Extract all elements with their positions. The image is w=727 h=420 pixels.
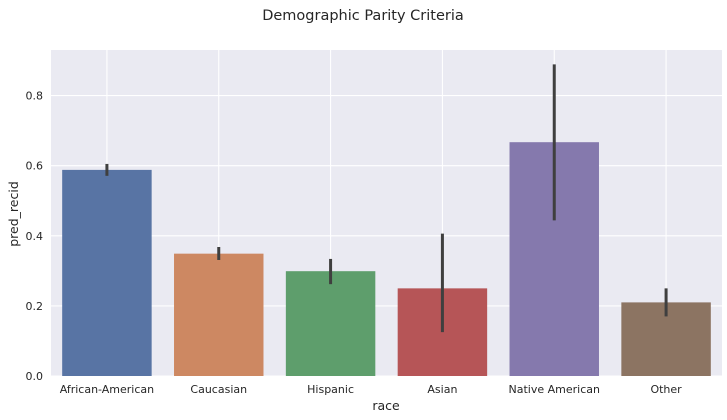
- y-tick-label: 0.4: [26, 230, 44, 243]
- chart-title: Demographic Parity Criteria: [262, 8, 464, 24]
- x-tick-label: African-American: [60, 383, 154, 396]
- plot-area: [51, 50, 722, 376]
- y-tick-label: 0.2: [26, 300, 44, 313]
- x-tick-label: Other: [650, 383, 682, 396]
- y-tick-label: 0.0: [26, 370, 44, 383]
- x-tick-label: Native American: [509, 383, 600, 396]
- x-axis-label: race: [372, 398, 400, 413]
- bar-hispanic: [285, 271, 376, 376]
- bar-african-american: [62, 169, 152, 376]
- y-tick-label: 0.6: [26, 160, 44, 173]
- bar-caucasian: [174, 253, 264, 376]
- x-tick-label: Caucasian: [190, 383, 247, 396]
- y-axis-label: pred_recid: [6, 181, 21, 247]
- x-tick-label: Asian: [427, 383, 457, 396]
- error-bars: [105, 64, 668, 333]
- y-ticks: 0.0 0.2 0.4 0.6 0.8: [26, 90, 44, 383]
- y-tick-label: 0.8: [26, 90, 44, 103]
- x-ticks: African-American Caucasian Hispanic Asian Na…: [60, 383, 682, 396]
- x-tick-label: Hispanic: [307, 383, 354, 396]
